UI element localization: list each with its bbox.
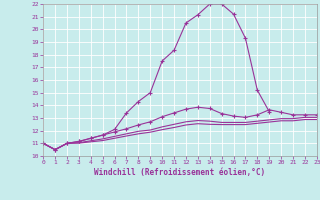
X-axis label: Windchill (Refroidissement éolien,°C): Windchill (Refroidissement éolien,°C): [94, 168, 266, 177]
